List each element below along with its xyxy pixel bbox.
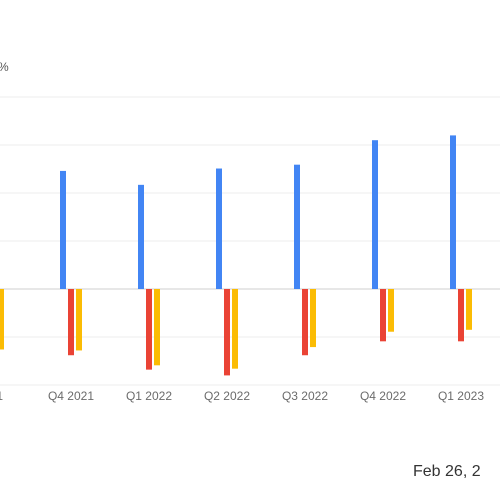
x-tick-label: Q2 2022: [204, 389, 250, 403]
bar-2-q4-2021: [68, 289, 74, 356]
bar-3-q3-2021: [0, 289, 4, 350]
bar-3-q2-2022: [232, 289, 238, 369]
bar-1-q4-2021: [60, 170, 66, 289]
bar-3-q4-2022: [388, 289, 394, 332]
x-tick-label: 021: [0, 389, 3, 403]
bar-1-q1-2022: [138, 184, 144, 289]
x-tick-label: Q4 2021: [48, 389, 94, 403]
bar-1-q1-2023: [450, 135, 456, 289]
bar-1-q2-2022: [216, 168, 222, 289]
bar-1-q3-2022: [294, 164, 300, 289]
bar-3-q4-2021: [76, 289, 82, 351]
x-tick-label: Q1 2022: [126, 389, 172, 403]
corner-label-unit: %: [0, 60, 9, 74]
date-caption: Feb 26, 2: [413, 463, 481, 480]
bar-3-q1-2022: [154, 289, 160, 366]
corner-label-top: ): [0, 18, 1, 34]
bar-2-q1-2022: [146, 289, 152, 370]
bar-3-q1-2023: [466, 289, 472, 330]
x-tick-label: Q1 2023: [438, 389, 484, 403]
bar-2-q4-2022: [380, 289, 386, 342]
bar-1-q4-2022: [372, 140, 378, 289]
bar-2-q3-2022: [302, 289, 308, 356]
bar-3-q3-2022: [310, 289, 316, 348]
bar-2-q2-2022: [224, 289, 230, 376]
x-tick-label: Q3 2022: [282, 389, 328, 403]
bar-2-q1-2023: [458, 289, 464, 342]
x-tick-label: Q4 2022: [360, 389, 406, 403]
